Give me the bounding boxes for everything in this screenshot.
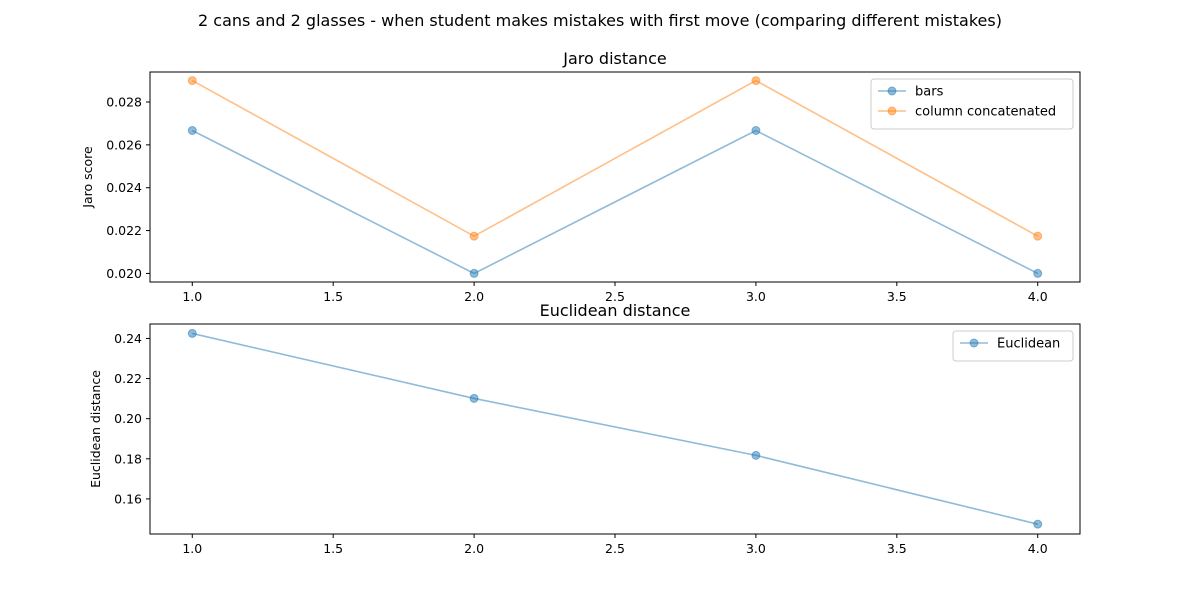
x-tick-label: 2.0 (464, 289, 484, 304)
axes-title: Jaro distance (562, 49, 666, 68)
x-tick-label: 1.5 (323, 289, 343, 304)
y-tick-label: 0.026 (106, 137, 142, 152)
x-tick-label: 1.5 (323, 541, 343, 556)
x-tick-label: 3.5 (887, 289, 907, 304)
x-tick-label: 3.0 (746, 541, 766, 556)
series-point (751, 76, 761, 86)
series-point (187, 328, 197, 338)
x-tick-label: 3.0 (746, 289, 766, 304)
axes-title: Euclidean distance (540, 301, 691, 320)
y-tick-label: 0.024 (106, 180, 142, 195)
x-tick-label: 4.0 (1028, 289, 1048, 304)
y-axis-label: Euclidean distance (88, 370, 103, 488)
y-tick-label: 0.20 (114, 411, 142, 426)
legend-marker (969, 338, 979, 348)
series-point (1033, 519, 1043, 529)
legend-box (870, 78, 1074, 130)
series-point (751, 450, 761, 460)
y-tick-label: 0.22 (114, 371, 142, 386)
series-point (187, 126, 197, 135)
series-point (469, 268, 479, 278)
x-tick-label: 1.0 (182, 289, 202, 304)
x-tick-label: 4.0 (1028, 541, 1048, 556)
legend-marker (887, 86, 897, 96)
y-tick-label: 0.16 (114, 491, 142, 506)
legend-label: column concatenated (915, 105, 1056, 120)
series-point (187, 76, 197, 86)
x-tick-label: 1.0 (182, 541, 202, 556)
legend-label: bars (915, 85, 944, 100)
jaro-distance-axes: Jaro distance 1.0 1.5 2.0 2.5 3.0 3.5 4.0 0.020 0… (80, 49, 1081, 304)
figure-suptitle: 2 cans and 2 glasses - when student make… (198, 11, 1002, 30)
legend-marker (887, 106, 897, 116)
x-tick-label: 2.5 (605, 289, 625, 304)
y-tick-label: 0.028 (106, 95, 142, 110)
legend-label: Euclidean (997, 337, 1060, 352)
series-point (1033, 231, 1043, 241)
series-point (1033, 268, 1043, 278)
x-tick-label: 2.0 (464, 541, 484, 556)
series-point (751, 126, 761, 135)
y-tick-label: 0.020 (106, 266, 142, 281)
x-tick-label: 2.5 (605, 541, 625, 556)
series-point (469, 393, 479, 403)
x-tick-label: 3.5 (887, 541, 907, 556)
euclidean-distance-axes: Euclidean distance 1.0 1.5 2.0 2.5 3.0 3.5 4.0 0… (88, 301, 1081, 556)
series-line (191, 79, 1039, 238)
series-line (191, 129, 1039, 275)
series-point (469, 231, 479, 241)
y-tick-label: 0.18 (114, 451, 142, 466)
y-tick-label: 0.022 (106, 223, 142, 238)
y-axis-label: Jaro score (80, 146, 95, 209)
y-tick-label: 0.24 (114, 331, 142, 346)
legend-box (952, 330, 1074, 362)
series-line (192, 332, 1038, 525)
